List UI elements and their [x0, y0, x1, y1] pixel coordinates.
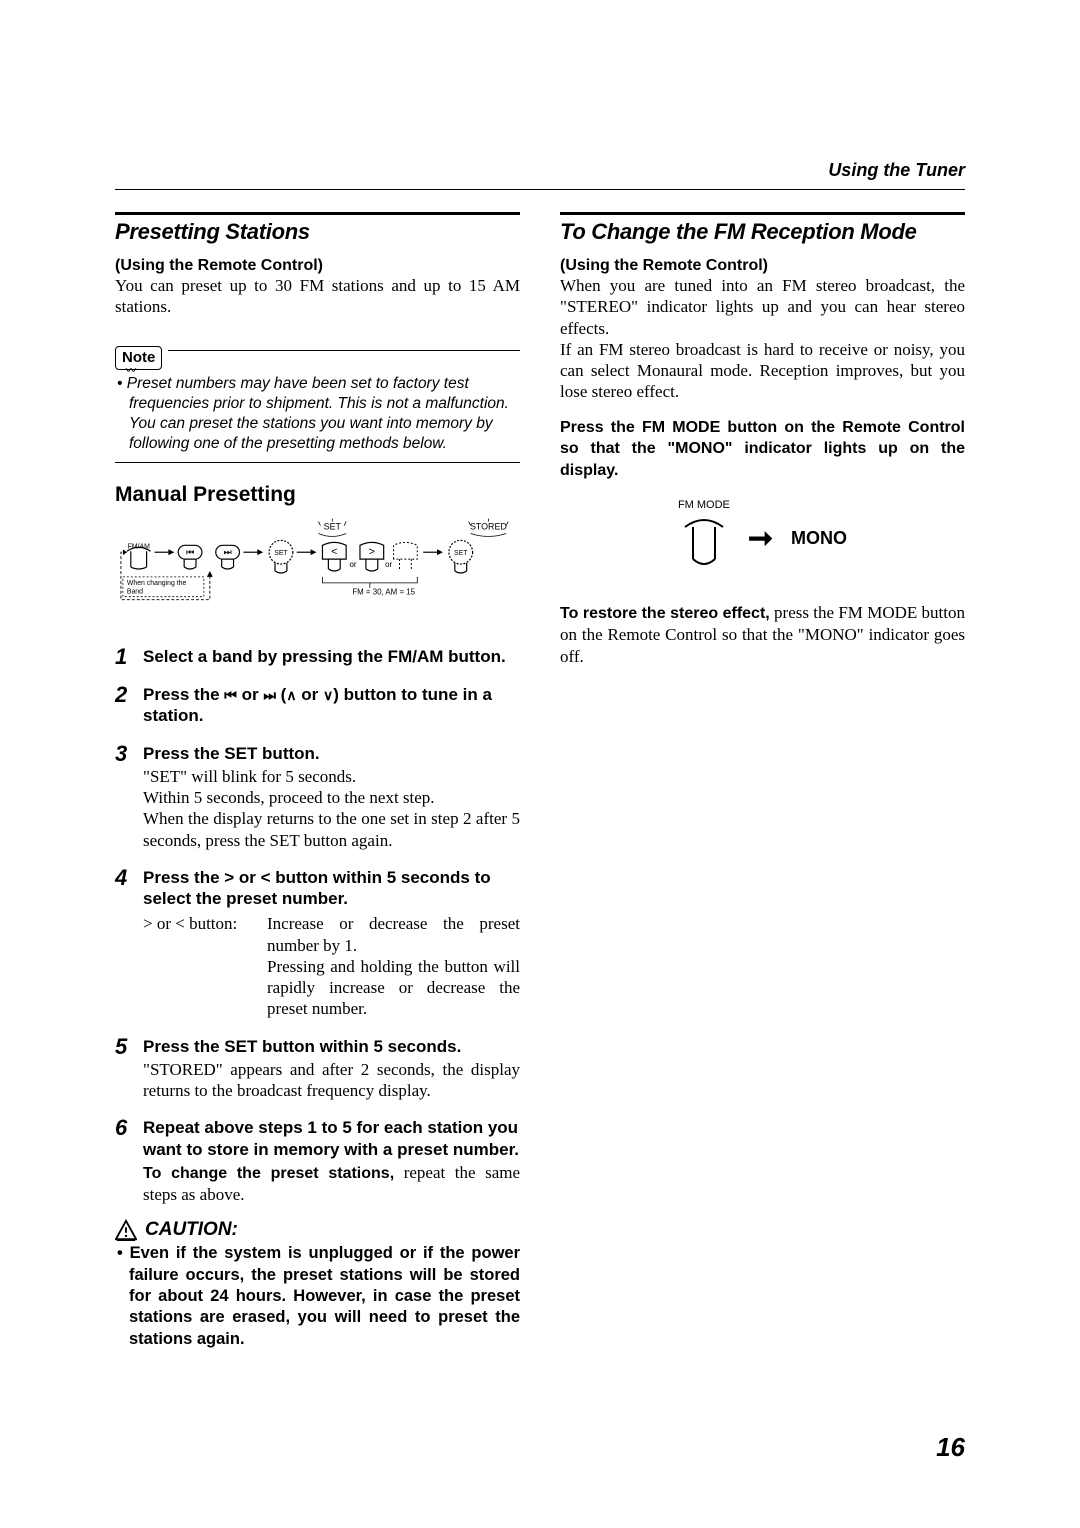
chapter-title: Using the Tuner [115, 160, 965, 181]
mono-label: MONO [791, 528, 847, 549]
two-column-layout: Presetting Stations (Using the Remote Co… [115, 212, 965, 1350]
caution-heading: CAUTION: [115, 1219, 520, 1241]
svg-text:or: or [350, 560, 357, 569]
svg-text:SET: SET [454, 550, 468, 557]
set-indicator-label: SET [324, 522, 342, 532]
step-number: 2 [115, 684, 133, 727]
restore-stereo-text: To restore the stereo effect, press the … [560, 602, 965, 667]
fm-mode-button-icon [679, 513, 729, 573]
section-title-fm-mode: To Change the FM Reception Mode [560, 219, 965, 245]
remote-control-label: (Using the Remote Control) [560, 257, 965, 275]
right-column: To Change the FM Reception Mode (Using t… [560, 212, 965, 1350]
step-title: Press the SET button within 5 seconds. [143, 1036, 520, 1057]
note-text: • Preset numbers may have been set to fa… [115, 374, 520, 455]
step-description: "STORED" appears and after 2 seconds, th… [143, 1059, 520, 1102]
button-desc-column: Increase or decrease the preset number b… [267, 913, 520, 1019]
svg-text:When changing the: When changing the [127, 580, 187, 587]
note-tail-icon: 〰 [126, 369, 136, 375]
svg-text:Band: Band [127, 589, 143, 596]
step-1: 1 Select a band by pressing the FM/AM bu… [115, 646, 520, 668]
step-number: 1 [115, 646, 133, 668]
svg-text:<: < [331, 546, 337, 558]
preset-counts: FM = 30, AM = 15 [352, 588, 415, 597]
section-rule [560, 212, 965, 215]
svg-text:SET: SET [274, 550, 288, 557]
step-3: 3 Press the SET button. "SET" will blink… [115, 743, 520, 851]
note-badge: Note 〰 [115, 346, 162, 370]
fm-paragraph-2: If an FM stereo broadcast is hard to rec… [560, 339, 965, 403]
step-title: Select a band by pressing the FM/AM butt… [143, 646, 520, 667]
svg-text:>: > [369, 546, 375, 558]
warning-triangle-icon [115, 1219, 137, 1241]
preset-flow-diagram: SET STORED FM/AM ⏮ [115, 515, 520, 625]
fm-mode-button-label: FM MODE [678, 499, 730, 511]
step-2: 2 Press the ⏮ or ⏭ (∧ or ∨) button to tu… [115, 684, 520, 727]
intro-text: You can preset up to 30 FM stations and … [115, 275, 520, 318]
manual-presetting-heading: Manual Presetting [115, 483, 520, 507]
fm-mode-instruction: Press the FM MODE button on the Remote C… [560, 417, 965, 482]
step-title: Press the ⏮ or ⏭ (∧ or ∨) button to tune… [143, 684, 520, 727]
step-number: 3 [115, 743, 133, 851]
button-label-column: > or < button: [143, 913, 253, 1019]
section-rule [115, 212, 520, 215]
step-6: 6 Repeat above steps 1 to 5 for each sta… [115, 1117, 520, 1205]
step-5: 5 Press the SET button within 5 seconds.… [115, 1036, 520, 1102]
caution-label: CAUTION: [145, 1219, 238, 1241]
step-description: To change the preset stations, repeat th… [143, 1162, 520, 1205]
restore-stereo-bold: To restore the stereo effect, [560, 605, 770, 622]
down-caret-icon: ∨ [323, 687, 333, 703]
step-description: "SET" will blink for 5 seconds. Within 5… [143, 766, 520, 851]
page-number: 16 [936, 1432, 965, 1463]
step-title: Press the > or < button within 5 seconds… [143, 867, 520, 910]
note-label: Note [122, 349, 155, 366]
step-number: 5 [115, 1036, 133, 1102]
section-title-presetting: Presetting Stations [115, 219, 520, 245]
caution-body: • Even if the system is unplugged or if … [115, 1243, 520, 1350]
step-title: Press the SET button. [143, 743, 520, 764]
step-number: 6 [115, 1117, 133, 1205]
step-number: 4 [115, 867, 133, 1020]
svg-text:⏭: ⏭ [224, 547, 232, 557]
arrow-right-icon: ➞ [748, 521, 773, 556]
step-4: 4 Press the > or < button within 5 secon… [115, 867, 520, 1020]
remote-control-label: (Using the Remote Control) [115, 257, 520, 275]
next-track-icon: ⏭ [263, 687, 276, 703]
change-preset-bold: To change the preset stations, [143, 1165, 394, 1182]
up-caret-icon: ∧ [286, 687, 296, 703]
left-column: Presetting Stations (Using the Remote Co… [115, 212, 520, 1350]
fm-mode-diagram: FM MODE ➞ MONO [560, 499, 965, 578]
header-rule [115, 189, 965, 190]
prev-track-icon: ⏮ [224, 687, 237, 703]
stored-indicator-label: STORED [470, 522, 507, 532]
step-title: Repeat above steps 1 to 5 for each stati… [143, 1117, 520, 1160]
fm-paragraph-1: When you are tuned into an FM stereo bro… [560, 275, 965, 339]
note-end-rule [115, 462, 520, 463]
svg-text:or: or [385, 560, 392, 569]
svg-text:⏮: ⏮ [186, 547, 194, 557]
